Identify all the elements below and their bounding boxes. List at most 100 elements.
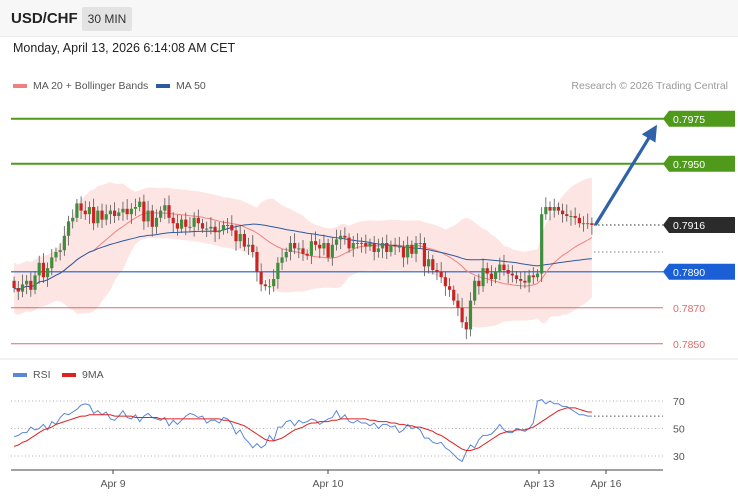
candle	[133, 198, 138, 216]
candle-body	[159, 210, 163, 218]
candle-body	[489, 273, 494, 279]
candle	[45, 262, 50, 287]
candle	[259, 263, 263, 292]
candle-body	[58, 250, 62, 252]
candle-body	[121, 208, 125, 213]
candle-body	[343, 235, 347, 238]
candle	[540, 207, 544, 282]
candle	[167, 195, 171, 224]
candle	[514, 271, 519, 284]
candle-body	[401, 246, 406, 258]
ma50-legend-label: MA 50	[176, 80, 206, 92]
candle	[108, 204, 112, 224]
candle-body	[108, 210, 112, 215]
timeframe-button[interactable]: 30 MIN	[82, 7, 132, 31]
candle-body	[498, 264, 502, 272]
candle-body	[246, 244, 251, 247]
projection-arrow-layer	[594, 124, 657, 226]
candle	[552, 198, 556, 218]
candle	[25, 275, 29, 295]
candle	[439, 262, 443, 283]
candle-body	[514, 275, 519, 279]
candle-body	[439, 271, 443, 278]
legend-rsi: RSI	[13, 369, 51, 381]
candle	[230, 215, 234, 237]
candle-body	[221, 225, 226, 231]
candle-body	[188, 226, 192, 228]
candle	[372, 235, 376, 261]
candle	[71, 209, 75, 229]
candle	[226, 217, 230, 234]
candle	[485, 262, 489, 284]
candle	[343, 227, 347, 245]
candle-body	[146, 210, 150, 222]
candle-body	[284, 252, 288, 258]
candle	[138, 197, 142, 212]
candle	[590, 217, 594, 235]
candle	[171, 212, 175, 233]
candle	[368, 238, 372, 251]
candle	[96, 206, 100, 228]
candle	[531, 267, 535, 285]
candle	[276, 257, 280, 289]
candle-body	[16, 288, 20, 292]
candle-body	[71, 217, 75, 222]
candle-body	[385, 243, 389, 252]
candle	[175, 214, 179, 236]
candle-body	[502, 264, 506, 270]
candle-body	[339, 235, 343, 240]
candle-body	[494, 271, 498, 279]
candle-body	[171, 217, 175, 224]
candle-body	[96, 210, 100, 224]
candle-body	[142, 201, 146, 222]
candle-body	[217, 230, 221, 233]
candle	[581, 216, 586, 232]
projection-arrow-shaft	[594, 130, 654, 226]
price-tag-bg	[663, 217, 735, 233]
candle	[41, 253, 46, 283]
candle	[66, 215, 71, 246]
candle-body	[138, 201, 142, 207]
candle-body	[397, 246, 401, 248]
candle-body	[418, 243, 422, 244]
candle	[142, 194, 146, 230]
rsi-tick-70: 70	[673, 396, 685, 408]
candle-body	[322, 243, 326, 249]
candle-body	[184, 219, 188, 227]
price-tag-bg	[663, 110, 735, 127]
rsi-swatch	[13, 373, 27, 377]
candle	[431, 254, 435, 275]
candle	[326, 238, 330, 262]
candle	[464, 316, 468, 340]
candle	[29, 272, 33, 297]
candle	[221, 220, 226, 235]
candle	[573, 207, 577, 225]
candle-body	[443, 277, 447, 287]
candle-body	[288, 243, 293, 252]
time-tick-label: Apr 9	[100, 478, 125, 490]
candle-body	[351, 243, 355, 249]
candle	[301, 240, 305, 261]
candle	[544, 197, 548, 220]
candle-body	[447, 286, 452, 290]
candle-body	[301, 248, 305, 254]
price-tag-0.7950: 0.7950	[663, 155, 735, 172]
candle-body	[452, 289, 456, 301]
candle-body	[318, 244, 322, 249]
candle-body	[326, 243, 330, 258]
candle	[112, 202, 117, 224]
candle-body	[293, 243, 297, 249]
candle-body	[368, 243, 372, 247]
candle-body	[154, 217, 159, 227]
candle	[489, 265, 494, 287]
candle	[125, 199, 129, 220]
candle	[213, 221, 217, 242]
rsi-series-rsi	[13, 399, 592, 463]
candle-body	[29, 280, 33, 290]
candle-body	[560, 210, 565, 215]
candle	[58, 243, 62, 261]
candle-body	[468, 300, 473, 330]
candle-body	[406, 244, 410, 258]
candle	[100, 203, 104, 228]
candle	[473, 276, 477, 305]
